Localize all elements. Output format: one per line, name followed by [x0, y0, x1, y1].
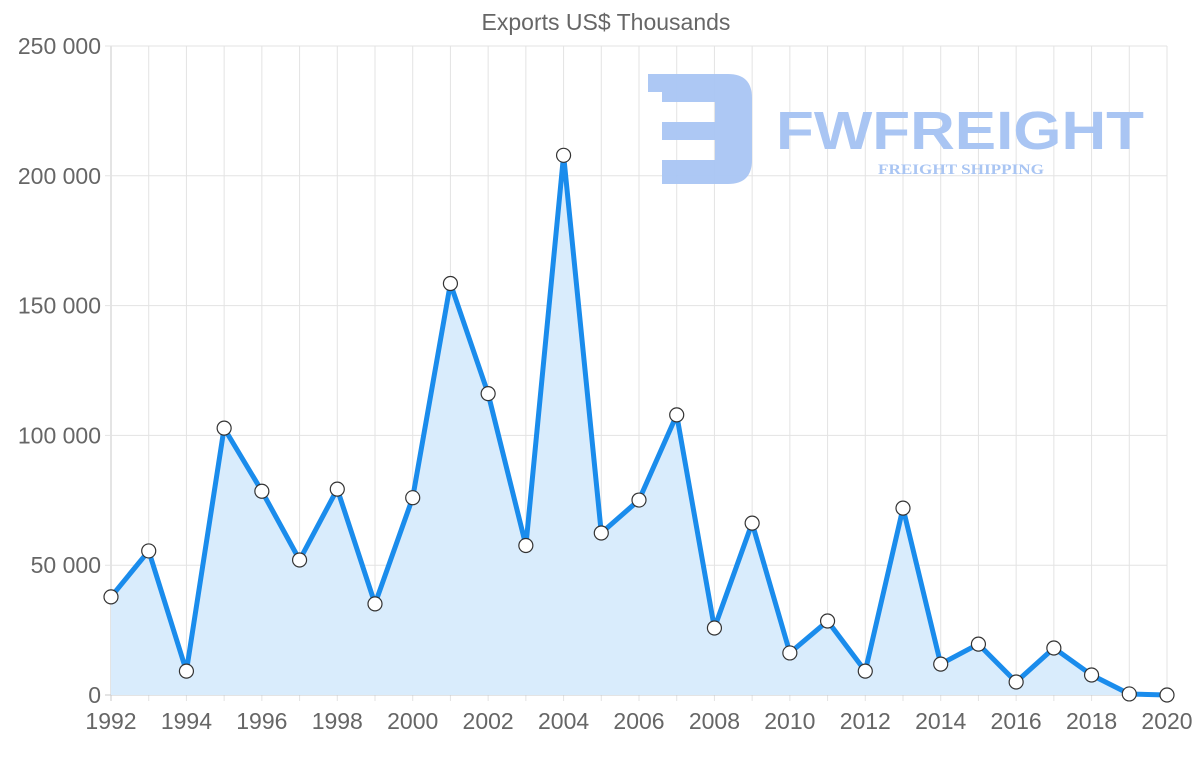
data-point[interactable]: 2005: 62400 — [593, 525, 609, 541]
data-point[interactable]: 2002: 116100 — [480, 386, 496, 402]
data-point[interactable]: 2004: 207900 — [555, 147, 572, 163]
x-tick-label: 2018 — [1066, 708, 1117, 734]
data-point[interactable]: 2014: 11900 — [933, 656, 949, 672]
x-tick-label: 2000 — [387, 708, 438, 734]
y-tick-label: 0 — [88, 682, 101, 708]
x-tick-label: 2006 — [613, 708, 664, 734]
fwfreight-logo-icon — [648, 74, 752, 184]
data-point[interactable]: 2010: 16200 — [782, 645, 798, 661]
x-tick-label: 1994 — [161, 708, 212, 734]
data-series: 1992: 37800 1993: 55500 1994: 9200 1995: 10… — [103, 147, 1175, 703]
y-tick-label: 100 000 — [18, 422, 101, 448]
data-point[interactable]: 1994: 9200 — [178, 663, 195, 679]
data-point[interactable]: 2019: 400 — [1121, 686, 1137, 702]
y-tick-label: 250 000 — [18, 33, 101, 59]
data-point[interactable]: 2013: 72000 — [895, 500, 911, 516]
y-tick-label: 150 000 — [18, 293, 101, 319]
watermark-tagline: FREIGHT SHIPPING — [878, 162, 1044, 178]
data-point[interactable]: 2011: 28500 — [819, 613, 836, 629]
data-point[interactable]: 2018: 7700 — [1083, 667, 1100, 683]
x-tick-label: 1998 — [312, 708, 363, 734]
data-point[interactable]: 1997: 52000 — [291, 552, 308, 568]
x-tick-label: 2010 — [764, 708, 815, 734]
data-point[interactable]: 2006: 75100 — [631, 492, 647, 508]
data-point[interactable]: 1995: 102800 — [216, 420, 232, 436]
x-tick-label: 2004 — [538, 708, 589, 734]
fwfreight-watermark: FWFREIGHT FREIGHT SHIPPING — [648, 74, 1144, 184]
x-tick-label: 2014 — [915, 708, 966, 734]
chart-title: Exports US$ Thousands — [482, 9, 731, 35]
data-point[interactable]: 1999: 35100 — [367, 596, 383, 612]
x-tick-label: 2002 — [463, 708, 514, 734]
data-point[interactable]: 2008: 25800 — [706, 620, 723, 636]
data-point[interactable]: 1998: 79300 — [329, 481, 345, 497]
data-point[interactable]: 1992: 37800 — [103, 589, 119, 605]
x-tick-label: 1992 — [85, 708, 136, 734]
x-tick-label: 1996 — [236, 708, 287, 734]
data-point[interactable]: 2000: 76000 — [405, 490, 421, 506]
y-tick-label: 50 000 — [31, 552, 101, 578]
data-point[interactable]: 1993: 55500 — [141, 543, 157, 559]
data-point[interactable]: 2007: 107900 — [669, 407, 685, 423]
data-point[interactable]: 2012: 9200 — [857, 663, 873, 679]
x-tick-label: 2012 — [840, 708, 891, 734]
data-point[interactable]: 2015: 19600 — [970, 636, 987, 652]
data-point[interactable]: 2017: 18100 — [1046, 640, 1062, 656]
data-point[interactable]: 2003: 57600 — [518, 537, 534, 554]
data-point[interactable]: 2009: 66200 — [744, 515, 760, 531]
x-tick-label: 2020 — [1141, 708, 1192, 734]
data-point[interactable]: 2020: 0 — [1159, 687, 1175, 703]
axis-ticks: 0 50 000 100 000 150 000 200 000 250 000 1992 1… — [18, 33, 1193, 734]
x-tick-label: 2016 — [991, 708, 1042, 734]
y-tick-label: 200 000 — [18, 163, 101, 189]
watermark-brand: FWFREIGHT — [776, 101, 1144, 161]
area-fill — [111, 155, 1167, 696]
data-point[interactable]: 1996: 78500 — [254, 483, 270, 499]
data-point[interactable]: 2001: 158500 — [442, 275, 459, 292]
x-tick-label: 2008 — [689, 708, 740, 734]
